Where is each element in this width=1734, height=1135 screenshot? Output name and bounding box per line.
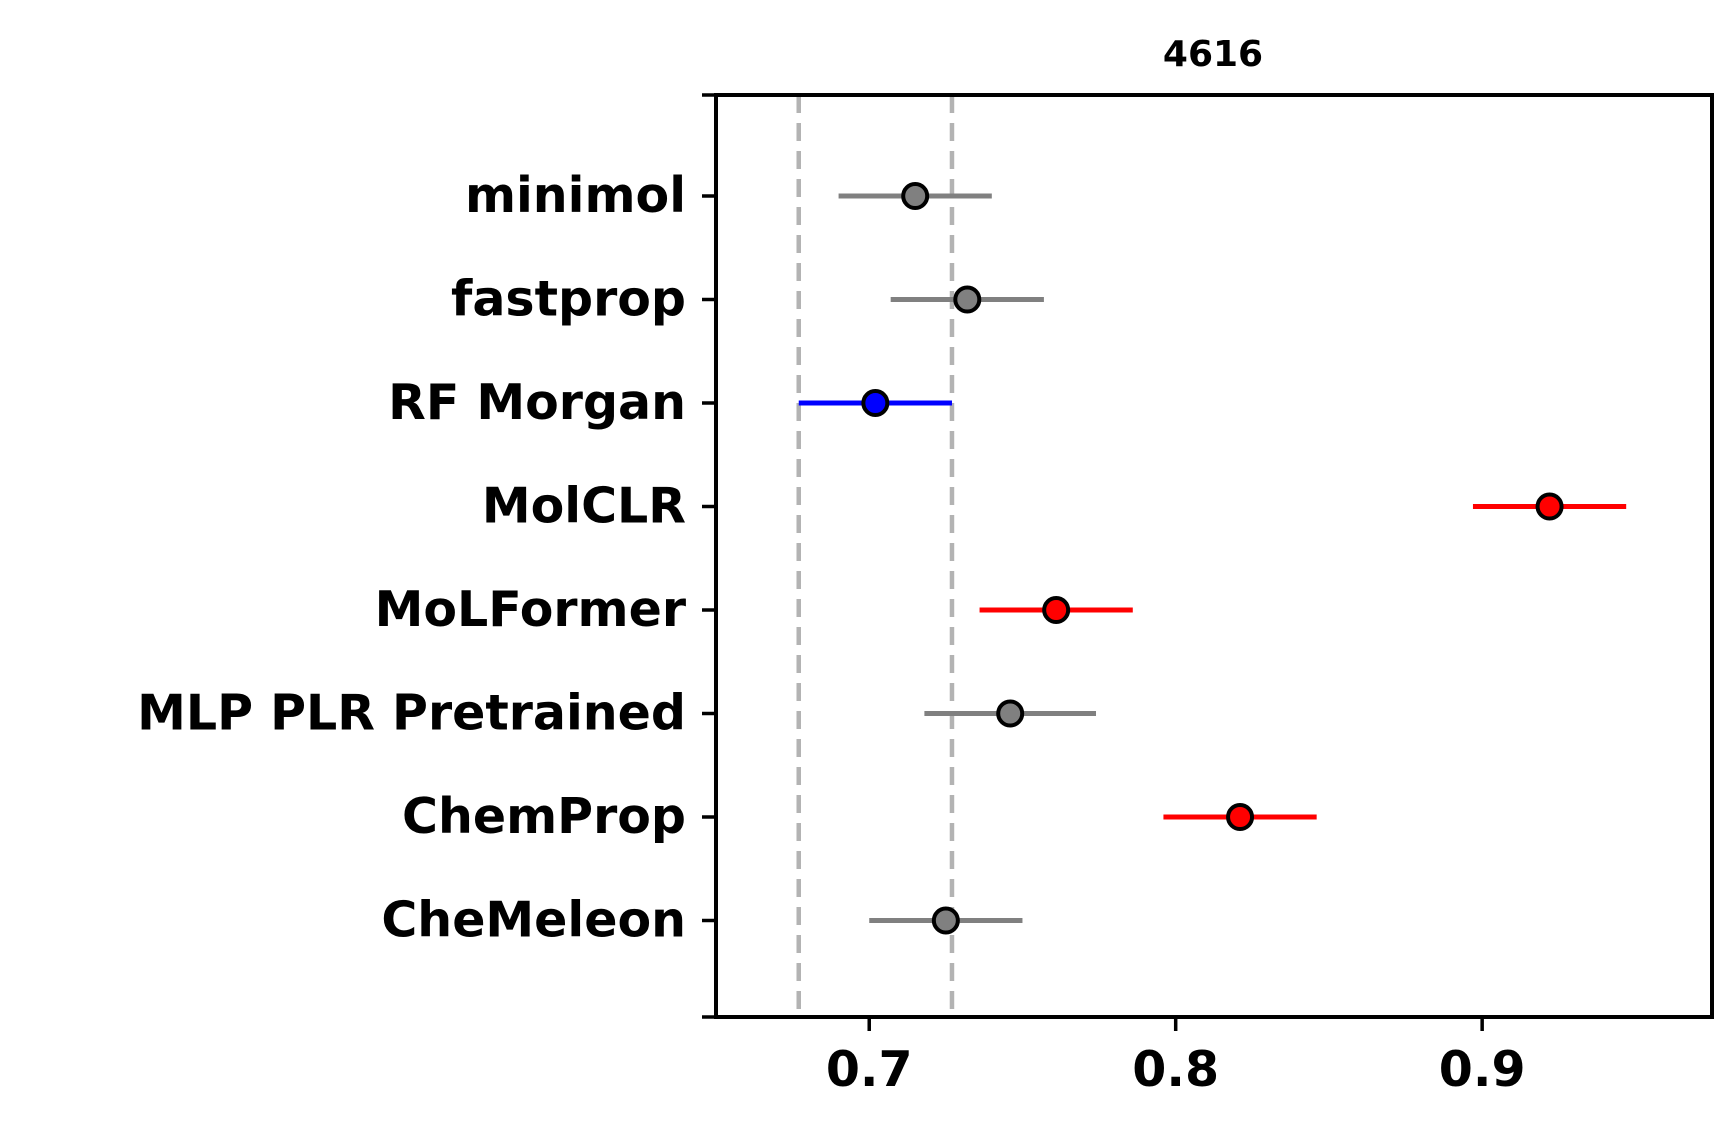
x-tick-label: 0.8 [1132,1041,1219,1098]
data-point [861,389,890,417]
y-tick-label: MLP PLR Pretrained [137,685,686,742]
data-point [931,906,960,935]
y-tick-label: minimol [465,167,686,224]
data-point [901,182,930,210]
x-tick-label: 0.7 [826,1041,913,1098]
axes-frame [714,93,1714,1019]
data-point [1042,596,1071,624]
data-point [1535,492,1564,521]
y-tick-label: fastprop [451,271,686,328]
x-tick-label: 0.9 [1439,1041,1526,1098]
y-tick-label: RF Morgan [388,374,686,431]
plot-layer: minimol fastprop RF Morgan MolCLR MoLFormer M… [137,93,1714,1098]
y-tick-label: ChemProp [402,788,686,845]
y-tick-label: CheMeleon [381,892,686,949]
chart-title: 4616 [1163,34,1263,75]
data-point [1226,803,1255,831]
data-point [953,285,982,314]
y-tick-label: MolCLR [482,478,686,535]
y-tick-label: MoLFormer [375,581,687,638]
data-point [996,699,1025,728]
